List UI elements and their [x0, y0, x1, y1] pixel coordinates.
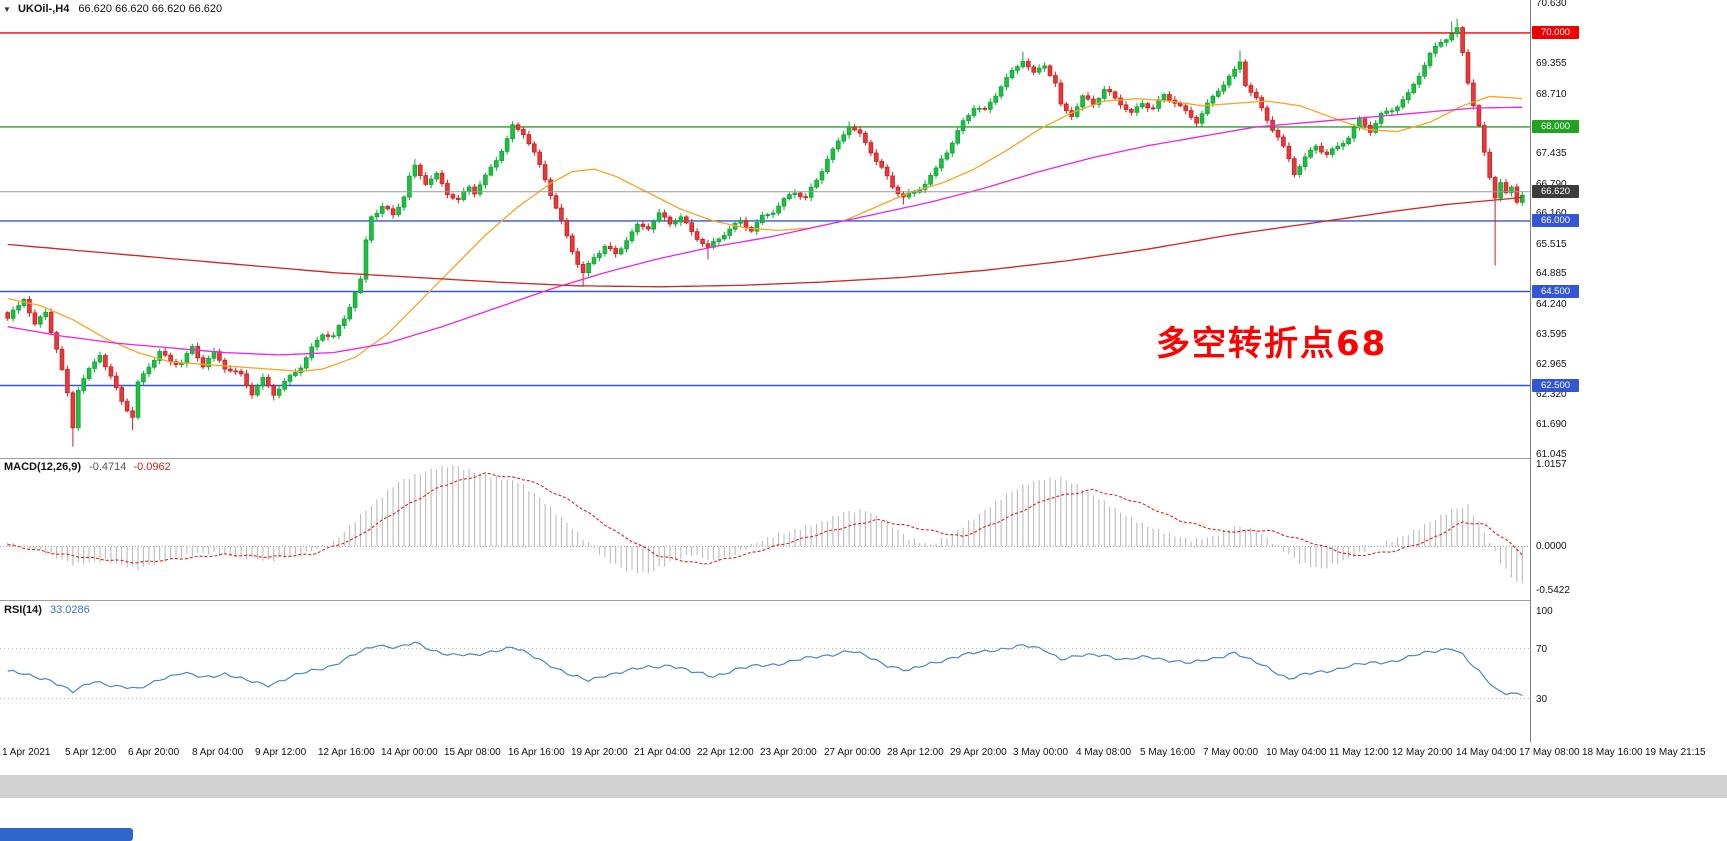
price-scale-label: 61.045 — [1536, 449, 1567, 460]
time-label: 18 May 16:00 — [1582, 747, 1643, 758]
price-scale-label: 69.355 — [1536, 58, 1567, 69]
price-tag: 64.500 — [1532, 285, 1579, 298]
time-label: 5 May 16:00 — [1140, 747, 1196, 758]
main-plot[interactable] — [0, 0, 1530, 457]
time-label: 14 Apr 00:00 — [381, 747, 438, 758]
price-scale-label: 66.160 — [1536, 208, 1567, 219]
rsi-scale-label: 70 — [1536, 644, 1548, 655]
time-label: 4 May 08:00 — [1076, 747, 1132, 758]
price-scale-label: 67.435 — [1536, 148, 1567, 159]
dropdown-arrow-icon: ▼ — [3, 5, 11, 14]
macd-label: MACD(12,26,9) -0.4714 -0.0962 — [4, 461, 171, 473]
price-scale-label: 61.690 — [1536, 419, 1567, 430]
symbol-label: UKOil-,H4 — [17, 3, 70, 15]
rsi-plot[interactable] — [0, 601, 1530, 741]
price-tag: 68.000 — [1532, 120, 1579, 133]
price-scale-label: 64.240 — [1536, 299, 1567, 310]
price-scale-label: 66.790 — [1536, 179, 1567, 190]
annotation-text[interactable]: 多空转折点68 — [1156, 324, 1388, 364]
status-bar — [0, 775, 1727, 798]
macd-scale-label: 1.0157 — [1536, 459, 1567, 470]
time-label: 6 Apr 20:00 — [128, 747, 180, 758]
price-scale-label: 68.710 — [1536, 89, 1567, 100]
time-label: 19 Apr 20:00 — [571, 747, 628, 758]
time-label: 17 May 08:00 — [1519, 747, 1580, 758]
price-axis[interactable]: 70.630 69.355 68.710 67.435 66.790 66.160 65.5… — [1530, 0, 1589, 742]
time-label: 3 May 00:00 — [1013, 747, 1069, 758]
main-chart-panel: 多空转折点68 — [0, 0, 1530, 457]
price-scale-label: 62.965 — [1536, 359, 1567, 370]
macd-scale-label: -0.5422 — [1536, 585, 1570, 596]
price-scale-label: 65.515 — [1536, 239, 1567, 250]
rsi-value: 33.0286 — [49, 604, 90, 616]
time-label: 15 Apr 08:00 — [444, 747, 501, 758]
price-tag: 62.500 — [1532, 379, 1579, 392]
taskbar-fragment[interactable] — [0, 828, 133, 841]
time-label: 9 Apr 12:00 — [255, 747, 307, 758]
time-label: 12 May 20:00 — [1392, 747, 1453, 758]
time-label: 22 Apr 12:00 — [697, 747, 754, 758]
time-label: 28 Apr 12:00 — [887, 747, 944, 758]
time-label: 29 Apr 20:00 — [950, 747, 1007, 758]
rsi-scale-label: 100 — [1536, 606, 1553, 617]
price-scale-label: 70.630 — [1536, 0, 1567, 9]
macd-panel: MACD(12,26,9) -0.4714 -0.0962 — [0, 459, 1530, 599]
time-label: 12 Apr 16:00 — [318, 747, 375, 758]
macd-value-main: -0.4714 — [89, 461, 127, 473]
rsi-scale-label: 30 — [1536, 694, 1548, 705]
price-tag: 70.000 — [1532, 26, 1579, 39]
price-tag: 66.000 — [1532, 214, 1579, 227]
time-label: 19 May 21:15 — [1645, 747, 1706, 758]
time-label: 14 May 04:00 — [1456, 747, 1517, 758]
symbol-bar: ▼ UKOil-,H4 66.620 66.620 66.620 66.620 — [3, 3, 222, 15]
time-label: 16 Apr 16:00 — [508, 747, 565, 758]
time-label: 8 Apr 04:00 — [192, 747, 244, 758]
time-label: 11 May 12:00 — [1329, 747, 1389, 758]
time-label: 5 Apr 12:00 — [65, 747, 117, 758]
macd-plot[interactable] — [0, 459, 1530, 599]
time-label: 7 May 00:00 — [1203, 747, 1259, 758]
rsi-panel: RSI(14) 33.0286 — [0, 601, 1530, 741]
panel-divider — [0, 600, 1588, 601]
price-scale-label: 62.320 — [1536, 389, 1567, 400]
time-label: 21 Apr 04:00 — [634, 747, 691, 758]
panel-divider — [0, 458, 1588, 459]
macd-scale-label: 0.0000 — [1536, 541, 1567, 552]
rsi-indicator-name: RSI(14) — [4, 604, 42, 616]
price-scale-label: 64.885 — [1536, 268, 1567, 279]
macd-value-signal: -0.0962 — [133, 461, 171, 473]
symbol-ohlc: 66.620 66.620 66.620 66.620 — [78, 3, 223, 15]
time-label: 10 May 04:00 — [1266, 747, 1327, 758]
rsi-label: RSI(14) 33.0286 — [4, 604, 90, 616]
time-label: 1 Apr 2021 — [2, 747, 51, 758]
time-axis[interactable]: 1 Apr 2021 5 Apr 12:00 6 Apr 20:00 8 Apr 04… — [0, 742, 1727, 774]
time-label: 27 Apr 00:00 — [824, 747, 881, 758]
macd-indicator-name: MACD(12,26,9) — [4, 461, 82, 473]
time-label: 23 Apr 20:00 — [760, 747, 817, 758]
price-scale-label: 63.595 — [1536, 329, 1567, 340]
price-tag: 66.620 — [1532, 185, 1579, 198]
